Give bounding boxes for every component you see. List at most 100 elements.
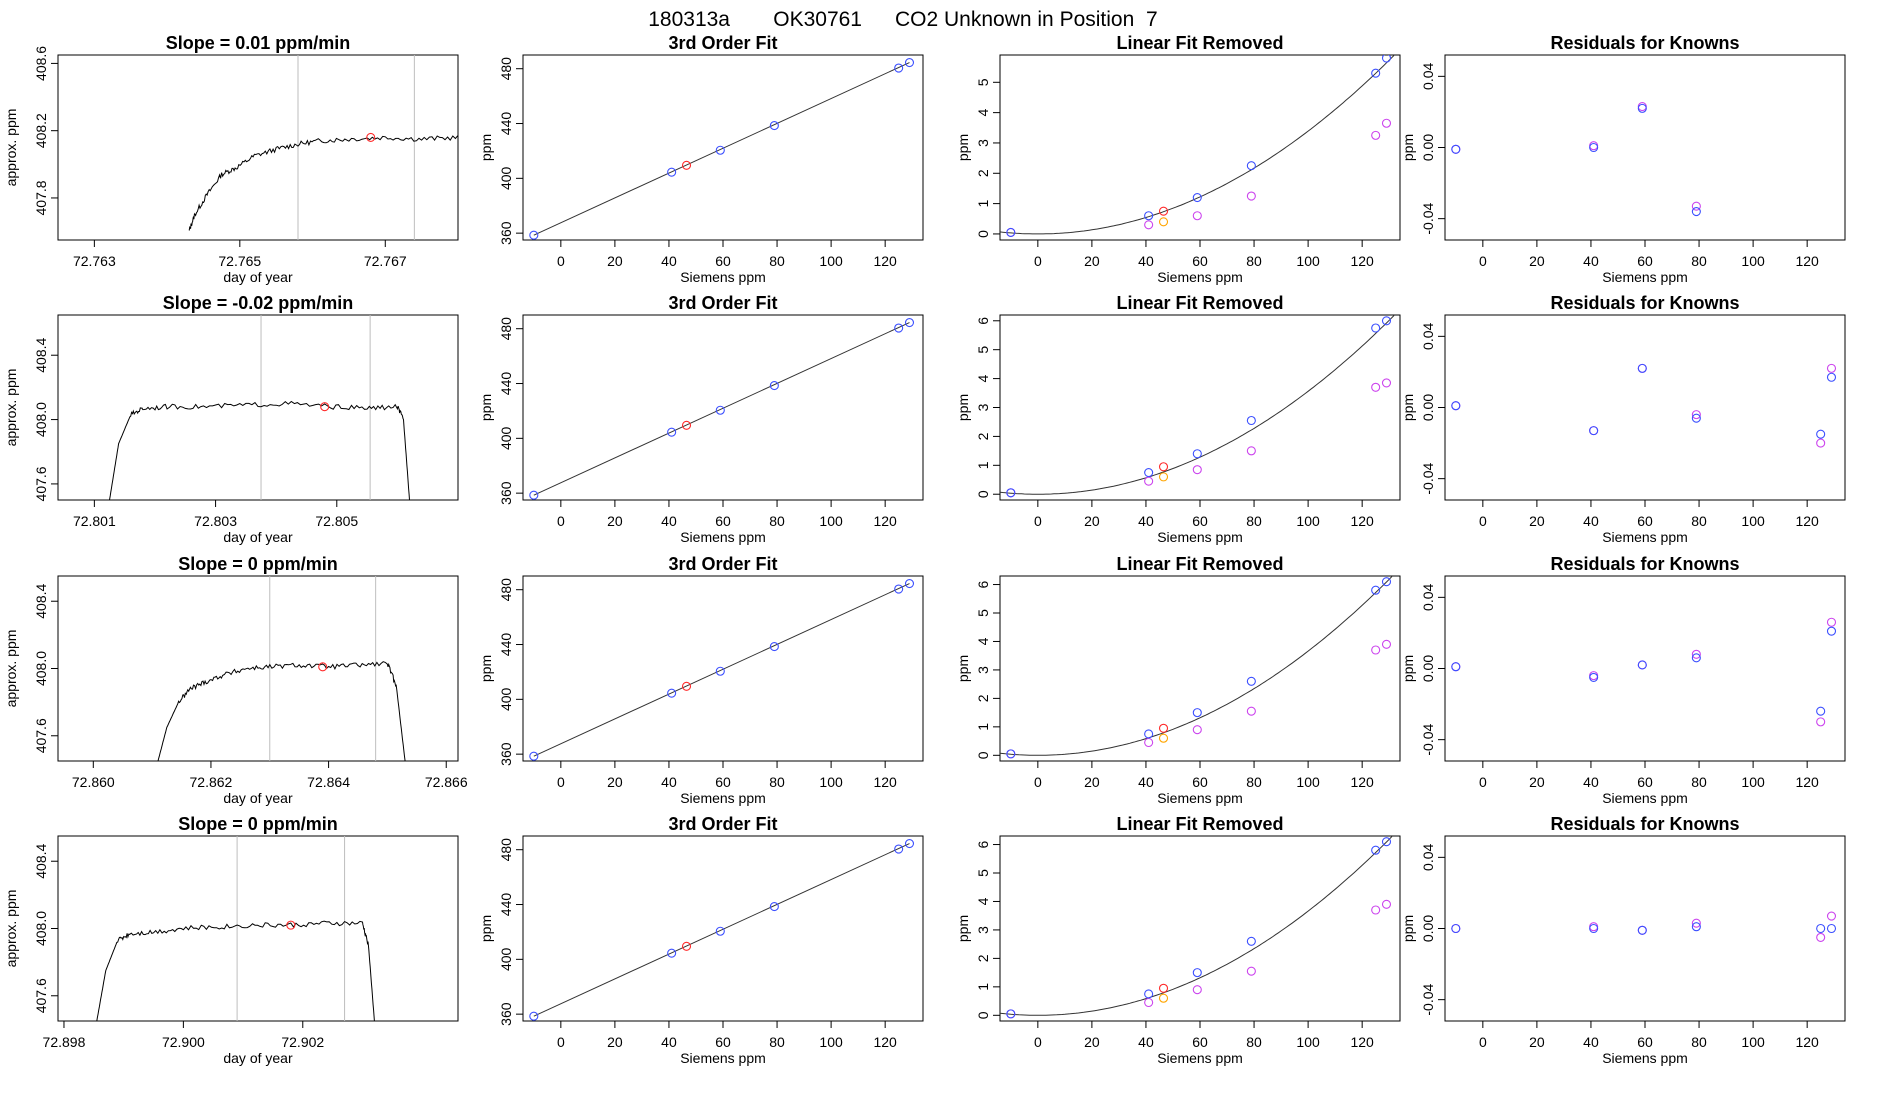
x-tick-label: 72.860 bbox=[72, 774, 115, 790]
y-tick-label: 4 bbox=[975, 109, 991, 117]
y-tick-label: 3 bbox=[975, 403, 991, 411]
residual-curve bbox=[1000, 836, 1394, 1016]
x-tick-label: 100 bbox=[1741, 1034, 1765, 1050]
y-tick-label: 480 bbox=[498, 57, 514, 81]
x-tick-label: 0 bbox=[1034, 513, 1042, 529]
chart-panel-r3-c1: Slope = 0 ppm/min 72.860 72.862 72.864 72.86… bbox=[3, 554, 468, 806]
x-tick-label: 40 bbox=[1138, 513, 1154, 529]
y-tick-label: 2 bbox=[975, 694, 991, 702]
x-tick-label: 60 bbox=[1637, 774, 1653, 790]
figure-title-tank-id: OK30761 bbox=[773, 8, 862, 31]
x-tick-label: 60 bbox=[1192, 253, 1208, 269]
known-residual-point bbox=[1589, 923, 1599, 934]
x-tick-label: 120 bbox=[1350, 253, 1374, 269]
plot-frame bbox=[57, 835, 459, 1022]
known-standard-point bbox=[894, 844, 904, 854]
known-standard-point bbox=[1246, 676, 1256, 686]
alt-residual-point bbox=[1637, 102, 1647, 112]
x-tick-label: 72.898 bbox=[43, 1034, 86, 1050]
known-standard-point bbox=[769, 902, 779, 912]
y-tick-label: 1 bbox=[975, 723, 991, 731]
known-standard-point bbox=[894, 63, 904, 73]
panel-title: Slope = 0.01 ppm/min bbox=[166, 33, 351, 53]
y-tick-label: 6 bbox=[975, 317, 991, 325]
chart-panel-r1-c1: Slope = 0.01 ppm/min 72.763 72.765 72.767 da… bbox=[3, 33, 459, 285]
alt-fit-point bbox=[1192, 465, 1202, 475]
y-tick-label: 0.00 bbox=[1420, 394, 1436, 421]
unknown-sample-point bbox=[1158, 462, 1169, 472]
plot-area bbox=[1451, 102, 1701, 217]
x-tick-label: 120 bbox=[873, 253, 897, 269]
y-axis-label: approx. ppm bbox=[3, 109, 19, 187]
x-tick-label: 120 bbox=[873, 1034, 897, 1050]
x-axis-label: Siemens ppm bbox=[680, 790, 766, 806]
x-tick-label: 20 bbox=[1529, 774, 1545, 790]
x-tick-label: 40 bbox=[661, 253, 677, 269]
y-tick-label: 0 bbox=[975, 751, 991, 759]
y-tick-label: 440 bbox=[498, 372, 514, 396]
x-tick-label: 100 bbox=[1741, 513, 1765, 529]
y-tick-label: 2 bbox=[975, 432, 991, 440]
alt-fit-point bbox=[1381, 639, 1392, 649]
alt-residual-point bbox=[1691, 410, 1701, 420]
chart-panel-r4-c4: Residuals for Knowns 0 20 40 60 80 100 120 Sieme… bbox=[1400, 814, 1846, 1066]
y-tick-label: 0.00 bbox=[1420, 915, 1436, 942]
y-tick-label: -0.04 bbox=[1420, 983, 1436, 1015]
y-tick-label: 400 bbox=[498, 687, 514, 711]
panel-title: Slope = -0.02 ppm/min bbox=[163, 293, 354, 313]
plot-area bbox=[529, 838, 915, 1021]
x-tick-label: 20 bbox=[607, 1034, 623, 1050]
plot-frame bbox=[1444, 835, 1846, 1022]
chart-panel-r2-c2: 3rd Order Fit 0 20 40 60 80 100 120 Siemens ppm 3… bbox=[478, 293, 924, 545]
known-residual-point bbox=[1451, 662, 1461, 672]
y-tick-label: -0.04 bbox=[1420, 202, 1436, 234]
mean-marker-point bbox=[318, 662, 328, 672]
plot-frame bbox=[1444, 314, 1846, 501]
x-tick-label: 0 bbox=[1479, 513, 1487, 529]
x-tick-label: 100 bbox=[819, 1034, 843, 1050]
y-tick-label: 0.00 bbox=[1420, 655, 1436, 682]
x-tick-label: 120 bbox=[1795, 253, 1819, 269]
known-residual-point bbox=[1589, 142, 1599, 153]
known-standard-point bbox=[1246, 936, 1256, 946]
known-standard-point bbox=[667, 427, 677, 437]
x-tick-label: 80 bbox=[769, 253, 785, 269]
x-tick-label: 80 bbox=[769, 774, 785, 790]
x-tick-label: 80 bbox=[769, 1034, 785, 1050]
x-tick-label: 0 bbox=[1479, 1034, 1487, 1050]
x-tick-label: 20 bbox=[607, 774, 623, 790]
panel-title: Residuals for Knowns bbox=[1550, 293, 1739, 313]
x-tick-label: 40 bbox=[1583, 1034, 1599, 1050]
x-tick-label: 40 bbox=[1138, 253, 1154, 269]
y-tick-label: 360 bbox=[498, 481, 514, 505]
known-standard-point bbox=[529, 490, 539, 500]
x-axis-label: Siemens ppm bbox=[680, 529, 766, 545]
y-tick-label: 440 bbox=[498, 112, 514, 136]
panel-title: 3rd Order Fit bbox=[668, 293, 777, 313]
y-tick-label: 408.2 bbox=[33, 113, 49, 148]
x-tick-label: 80 bbox=[1246, 513, 1262, 529]
known-standard-point bbox=[1192, 192, 1202, 203]
residual-curve bbox=[1000, 55, 1396, 235]
alt-residual-point bbox=[1816, 438, 1826, 448]
x-tick-label: 100 bbox=[1296, 513, 1320, 529]
x-tick-label: 72.763 bbox=[73, 253, 116, 269]
y-axis-label: ppm bbox=[955, 134, 971, 161]
x-tick-label: 60 bbox=[715, 774, 731, 790]
y-tick-label: 407.6 bbox=[33, 466, 49, 501]
x-tick-label: 40 bbox=[1583, 513, 1599, 529]
mean-marker-point bbox=[286, 920, 296, 930]
x-tick-label: 120 bbox=[1795, 513, 1819, 529]
panel-title: 3rd Order Fit bbox=[668, 554, 777, 574]
y-tick-label: 0.04 bbox=[1420, 844, 1436, 871]
alt-fit-point bbox=[1371, 130, 1381, 140]
x-axis-label: day of year bbox=[223, 1050, 293, 1066]
x-tick-label: 60 bbox=[1637, 1034, 1653, 1050]
y-tick-label: 408.4 bbox=[33, 584, 49, 619]
known-standard-point bbox=[769, 121, 779, 131]
alt-fit-point bbox=[1144, 220, 1154, 230]
y-tick-label: 5 bbox=[975, 869, 991, 877]
known-standard-point bbox=[1371, 323, 1381, 333]
